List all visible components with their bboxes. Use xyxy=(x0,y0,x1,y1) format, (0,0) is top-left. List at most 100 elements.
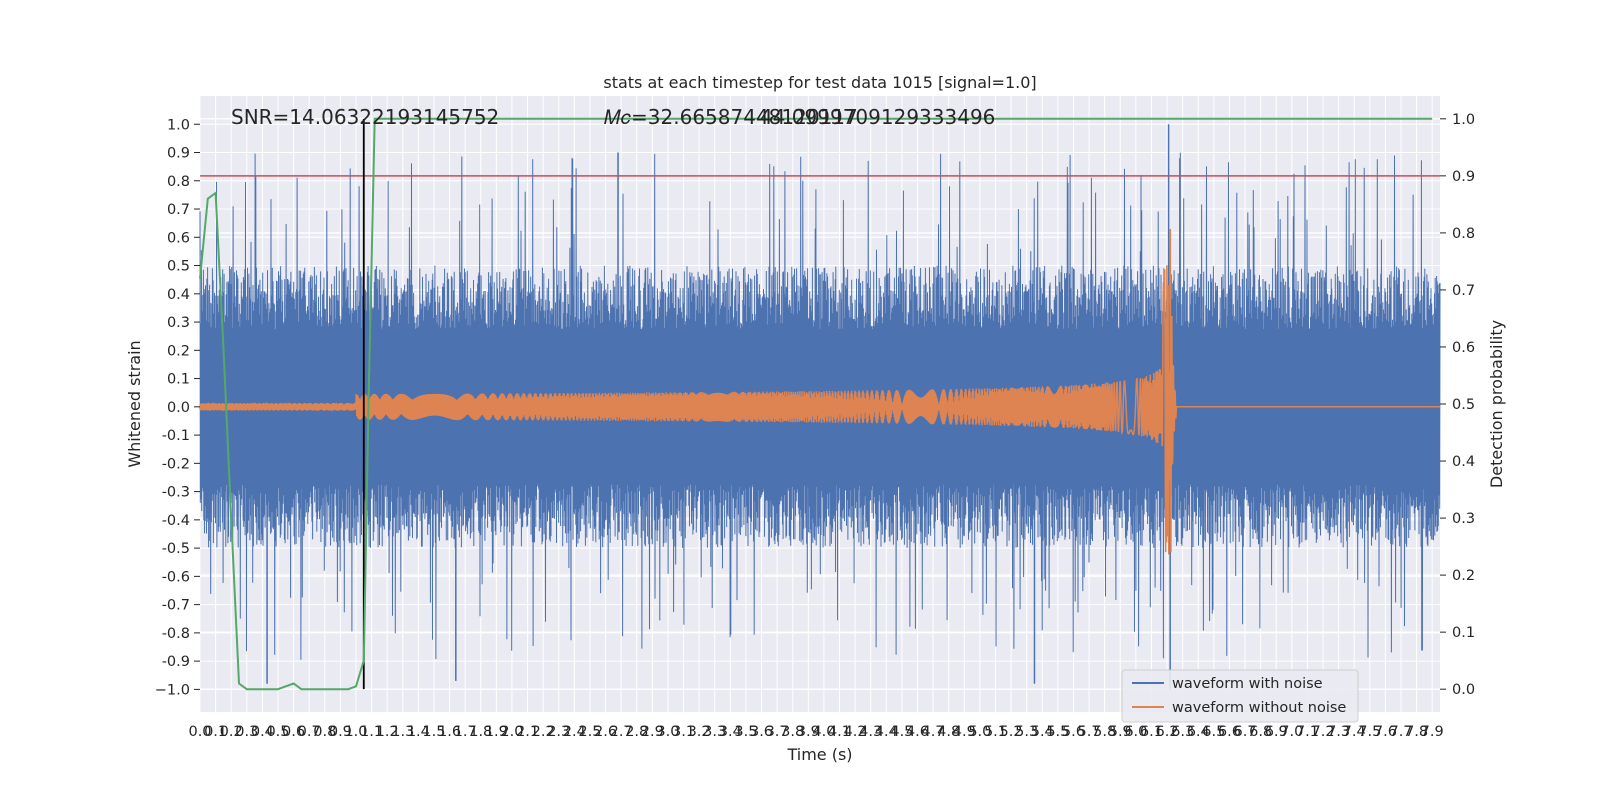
y-tick-label-right: 0.7 xyxy=(1452,283,1475,299)
y-tick-label-left: 0.5 xyxy=(167,259,190,275)
x-tick-label: 1.0 xyxy=(344,724,367,740)
y-tick-label-right: 0.1 xyxy=(1452,625,1475,641)
x-tick-label: 0.7 xyxy=(298,724,321,740)
y-tick-label-left: 0.6 xyxy=(167,230,190,246)
y-tick-label-left: 0.8 xyxy=(167,174,190,190)
x-tick-label: 4.8 xyxy=(937,724,960,740)
y-tick-label-left: -0.1 xyxy=(162,428,190,444)
x-tick-label: 7.1 xyxy=(1296,724,1319,740)
x-tick-label: 0.5 xyxy=(266,724,289,740)
x-tick-label: 6.4 xyxy=(1187,724,1210,740)
x-tick-label: 3.3 xyxy=(703,724,726,740)
y-tick-label-left: -0.6 xyxy=(162,569,190,585)
y-tick-label-right: 0.6 xyxy=(1452,340,1475,356)
y-tick-label-left: -0.3 xyxy=(162,485,190,501)
x-tick-label: 3.9 xyxy=(797,724,820,740)
y-tick-label-right: 0.8 xyxy=(1452,226,1475,242)
x-tick-label: 5.9 xyxy=(1109,724,1132,740)
y-tick-label-left: -0.2 xyxy=(162,456,190,472)
x-tick-label: 6.9 xyxy=(1265,724,1288,740)
snr-annotation: SNR=14.06322193145752 xyxy=(231,105,499,129)
x-tick-label: 6.0 xyxy=(1124,724,1147,740)
x-tick-label: 4.6 xyxy=(906,724,929,740)
legend-label-clean: waveform without noise xyxy=(1172,700,1346,716)
x-tick-label: 3.0 xyxy=(656,724,679,740)
x-tick-label: 5.8 xyxy=(1093,724,1116,740)
x-tick-label: 6.8 xyxy=(1249,724,1272,740)
y-tick-label-left: 0.0 xyxy=(167,400,190,416)
x-tick-label: 5.6 xyxy=(1062,724,1085,740)
legend-label-noise: waveform with noise xyxy=(1172,676,1323,692)
x-tick-label: 3.8 xyxy=(781,724,804,740)
x-tick-label: 7.4 xyxy=(1343,724,1366,740)
y-tick-label-left: 0.9 xyxy=(167,146,190,162)
x-tick-label: 5.3 xyxy=(1015,724,1038,740)
x-tick-label: 5.5 xyxy=(1046,724,1069,740)
x-tick-label: 2.4 xyxy=(563,724,586,740)
x-tick-label: 6.2 xyxy=(1156,724,1179,740)
series-detection-probability xyxy=(199,117,1433,691)
x-tick-label: 1.6 xyxy=(438,724,461,740)
legend: waveform with noise waveform without noi… xyxy=(1121,669,1359,723)
y-tick-label-right: 1.0 xyxy=(1452,112,1475,128)
y-tick-label-left: 0.2 xyxy=(167,343,190,359)
x-tick-label: 2.6 xyxy=(594,724,617,740)
y-tick-label-right: 0.3 xyxy=(1452,511,1475,527)
x-tick-label: 3.1 xyxy=(672,724,695,740)
x-tick-label: 0.6 xyxy=(282,724,305,740)
chart-title: stats at each timestep for test data 101… xyxy=(603,73,1036,92)
x-tick-label: 6.5 xyxy=(1202,724,1225,740)
overlap-annotation: 44.0999709129333496 xyxy=(760,105,995,129)
y-tick-label-left: 0.1 xyxy=(167,372,190,388)
y-tick-label-right: 0.4 xyxy=(1452,454,1475,470)
x-tick-label: 1.5 xyxy=(422,724,445,740)
y-tick-label-left: -0.5 xyxy=(162,541,190,557)
x-tick-label: 7.0 xyxy=(1280,724,1303,740)
x-tick-label: 2.3 xyxy=(547,724,570,740)
x-tick-label: 4.7 xyxy=(922,724,945,740)
x-tick-label: 0.0 xyxy=(188,724,211,740)
series-waveform-with-noise xyxy=(199,152,1441,660)
y-tick-label-left: −1.0 xyxy=(155,682,190,698)
x-tick-label: 1.8 xyxy=(469,724,492,740)
x-tick-label: 7.3 xyxy=(1327,724,1350,740)
x-tick-label: 5.2 xyxy=(1000,724,1023,740)
x-tick-label: 1.4 xyxy=(407,724,430,740)
mc-annotation: 𝑀𝑐=32.66587448120117 xyxy=(604,105,858,129)
x-tick-label: 1.9 xyxy=(485,724,508,740)
x-tick-label: 5.7 xyxy=(1078,724,1101,740)
x-tick-label: 5.1 xyxy=(984,724,1007,740)
x-tick-label: 7.5 xyxy=(1358,724,1381,740)
series-waveform-without-noise xyxy=(199,228,1440,555)
y-axis-label-left: Whitened strain xyxy=(125,340,144,467)
x-tick-label: 0.8 xyxy=(313,724,336,740)
y-tick-label-left: 1.0 xyxy=(167,117,190,133)
x-tick-label: 1.1 xyxy=(360,724,383,740)
x-tick-label: 0.4 xyxy=(251,724,274,740)
y-tick-label-left: -0.8 xyxy=(162,626,190,642)
x-tick-label: 6.3 xyxy=(1171,724,1194,740)
x-tick-label: 6.7 xyxy=(1234,724,1257,740)
data-layer xyxy=(199,117,1441,691)
x-tick-label: 4.9 xyxy=(953,724,976,740)
x-tick-label: 3.7 xyxy=(766,724,789,740)
x-tick-label: 7.9 xyxy=(1421,724,1444,740)
legend-box xyxy=(1121,669,1359,723)
x-tick-label: 4.3 xyxy=(859,724,882,740)
x-tick-label: 1.7 xyxy=(454,724,477,740)
y-tick-label-right: 0.9 xyxy=(1452,169,1475,185)
x-tick-label: 5.0 xyxy=(968,724,991,740)
x-tick-label: 3.6 xyxy=(750,724,773,740)
x-tick-label: 3.2 xyxy=(688,724,711,740)
x-tick-label: 0.1 xyxy=(204,724,227,740)
y-tick-label-right: 0.5 xyxy=(1452,397,1475,413)
x-tick-label: 2.0 xyxy=(500,724,523,740)
axes: 0.00.10.20.30.40.50.60.70.80.91.01.11.21… xyxy=(155,112,1475,740)
x-tick-label: 1.3 xyxy=(391,724,414,740)
x-tick-label: 3.5 xyxy=(734,724,757,740)
x-tick-label: 6.6 xyxy=(1218,724,1241,740)
x-tick-label: 2.2 xyxy=(532,724,555,740)
x-tick-label: 7.2 xyxy=(1311,724,1334,740)
x-tick-label: 2.8 xyxy=(625,724,648,740)
